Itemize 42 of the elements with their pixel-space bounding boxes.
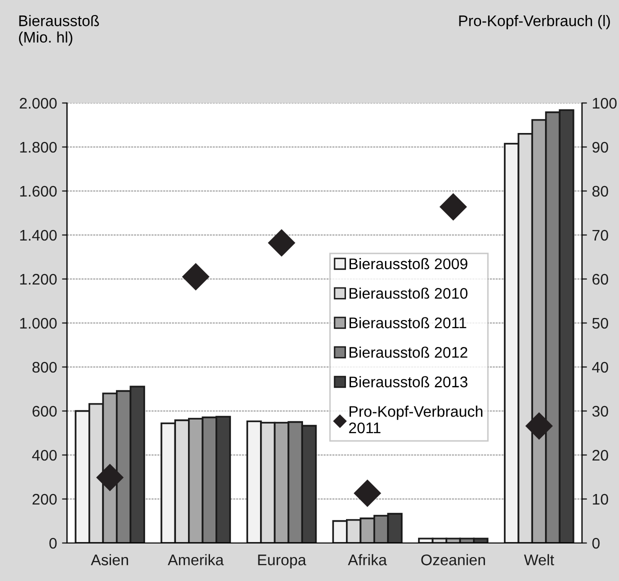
y-tick-label: 1.200 (20, 274, 57, 285)
y-tick-label: 800 (32, 362, 57, 373)
legend-label: Bierausstoß 2013 (350, 376, 468, 388)
point (526, 412, 553, 440)
y-tick-label: 600 (32, 406, 57, 417)
x-tick-label: Welt (524, 554, 554, 566)
y2-axis-title: Pro-Kopf-Verbrauch (l) (459, 15, 610, 30)
x-tick-label: Afrika (348, 554, 387, 566)
point (354, 480, 381, 507)
y2-tick-label: 20 (592, 450, 608, 461)
legend-label: Bierausstoß 2010 (350, 288, 468, 299)
y-tick-label: 200 (32, 494, 57, 505)
y-tick-label: 2.000 (20, 98, 57, 109)
y-tick-label: 400 (32, 450, 57, 461)
point (268, 229, 296, 256)
y2-tick-label: 10 (592, 494, 608, 505)
y2-tick-label: 60 (592, 274, 608, 285)
y2-tick-label: 40 (592, 362, 608, 373)
legend-label: Bierausstoß 2011 (350, 317, 466, 328)
y-tick-label: 0 (49, 538, 57, 549)
y-tick-label: 1.400 (20, 230, 57, 241)
y-tick-label: 1.000 (20, 318, 57, 329)
legend-label: Bierausstoß 2009 (350, 258, 468, 270)
y2-tick-label: 100 (592, 98, 617, 109)
x-tick-label: Asien (90, 554, 128, 566)
y2-tick-label: 0 (592, 538, 600, 549)
y2-tick-label: 50 (592, 318, 608, 329)
y2-tick-label: 90 (592, 142, 608, 153)
legend-label: Bierausstoß 2012 (350, 346, 468, 358)
y-tick-label: 1.600 (20, 186, 57, 197)
point (440, 193, 467, 220)
x-tick-label: Europa (258, 554, 306, 568)
point (96, 464, 124, 491)
x-tick-label: Amerika (168, 554, 224, 566)
point (182, 263, 210, 290)
y-tick-label: 1.800 (20, 142, 57, 153)
y-axis-title: Bierausstoß (Mio. hl) (19, 15, 99, 46)
y2-tick-label: 80 (592, 186, 608, 197)
y2-tick-label: 70 (592, 230, 608, 241)
y2-tick-label: 30 (592, 406, 608, 417)
legend-label: Pro-Kopf-Verbrauch 2011 (349, 406, 482, 434)
x-tick-label: Ozeanien (421, 554, 485, 566)
